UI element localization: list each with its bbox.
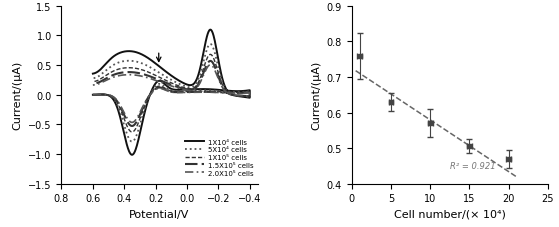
X-axis label: Cell number/(× 10⁴): Cell number/(× 10⁴) <box>394 209 506 219</box>
Y-axis label: Current/(μA): Current/(μA) <box>311 61 321 130</box>
Text: R² = 0.921: R² = 0.921 <box>450 161 495 170</box>
X-axis label: Potential/V: Potential/V <box>129 209 190 219</box>
Y-axis label: Current/(μA): Current/(μA) <box>13 61 23 130</box>
Legend: 1X10⁴ cells, 5X10⁴ cells, 1X10⁵ cells, 1.5X10⁵ cells, 2.0X10⁵ cells: 1X10⁴ cells, 5X10⁴ cells, 1X10⁵ cells, 1… <box>182 136 256 179</box>
